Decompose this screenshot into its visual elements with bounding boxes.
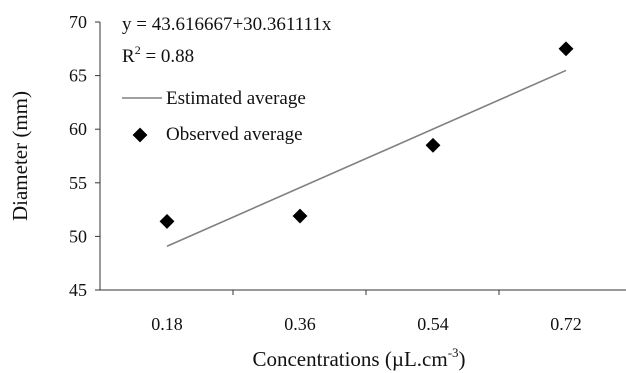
equation-label: y = 43.616667+30.361111x bbox=[122, 14, 332, 35]
y-axis-title: Diameter (mm) bbox=[8, 91, 32, 221]
series-layer bbox=[159, 41, 574, 247]
y-ticks: 45 50 55 60 65 70 bbox=[69, 12, 100, 300]
legend-diamond-swatch bbox=[132, 127, 148, 143]
y-tick-label: 55 bbox=[69, 173, 87, 193]
y-tick-label: 65 bbox=[69, 66, 87, 86]
y-tick-label: 45 bbox=[69, 280, 87, 300]
x-tick-label: 0.72 bbox=[550, 314, 582, 334]
y-tick-label: 50 bbox=[69, 226, 87, 246]
r-squared-superscript: 2 bbox=[135, 43, 141, 57]
observed-point bbox=[159, 213, 175, 229]
x-axis-title: Concentrations (µL.cm-3) bbox=[252, 345, 465, 371]
legend-estimated-label: Estimated average bbox=[166, 88, 306, 109]
observed-point bbox=[425, 137, 441, 153]
x-tick-label: 0.36 bbox=[284, 314, 316, 334]
observed-point bbox=[292, 208, 308, 224]
legend: Estimated average Observed average bbox=[122, 88, 306, 145]
r-squared-label: R2 = 0.88 bbox=[122, 43, 194, 67]
r-squared-symbol: R bbox=[122, 46, 135, 67]
x-tick-label: 0.18 bbox=[151, 314, 183, 334]
x-ticks: 0.18 0.36 0.54 0.72 bbox=[151, 290, 582, 334]
observed-point bbox=[558, 41, 574, 57]
r-squared-value: = 0.88 bbox=[141, 46, 194, 67]
estimated-average-line bbox=[166, 69, 567, 247]
x-axis-title-close: ) bbox=[459, 347, 466, 371]
y-tick-label: 60 bbox=[69, 119, 87, 139]
y-tick-label: 70 bbox=[69, 12, 87, 32]
x-axis-title-superscript: -3 bbox=[448, 345, 459, 360]
x-tick-label: 0.54 bbox=[417, 314, 449, 334]
legend-observed-label: Observed average bbox=[166, 124, 303, 145]
x-axis-title-main: Concentrations (µL.cm bbox=[252, 347, 447, 371]
